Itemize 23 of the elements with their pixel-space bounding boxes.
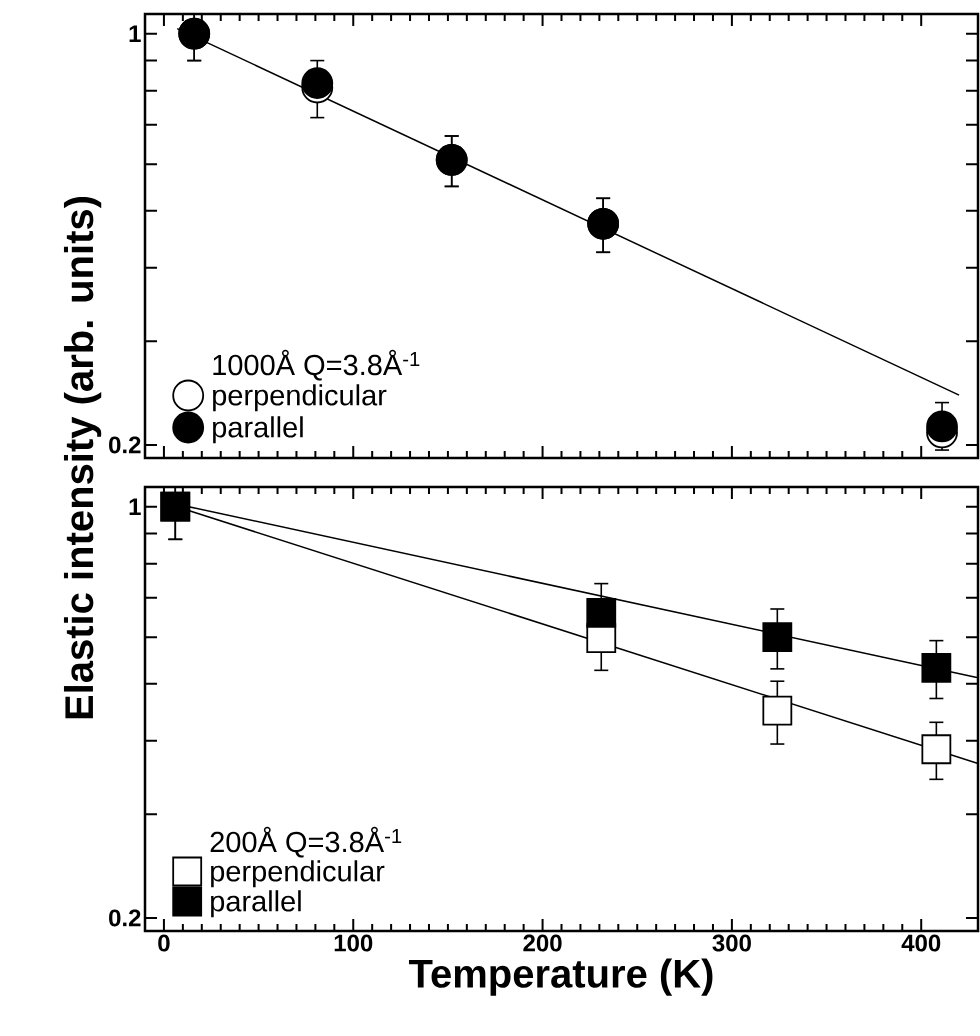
- y-axis-title: Elastic intensity (arb. units): [63, 196, 102, 719]
- legend-label: parallel: [213, 416, 303, 444]
- point: [586, 597, 617, 628]
- point: [921, 734, 952, 765]
- legend-label: parallel: [211, 890, 301, 918]
- legend-title: 1000Å Q=3.8Å$^{-1}$: [213, 349, 420, 381]
- point: [301, 67, 334, 100]
- legend-label: perpendicular: [211, 860, 385, 888]
- y-tick-label: 1: [129, 498, 141, 515]
- point: [921, 653, 952, 683]
- point: [762, 622, 793, 653]
- x-axis-title: Temperature (K): [408, 958, 713, 996]
- y-tick-label: 1: [129, 25, 141, 42]
- y-tick-label: 0.2: [109, 909, 141, 927]
- x-tick-label: 400: [901, 934, 941, 952]
- x-tick-label: 200: [523, 934, 562, 952]
- x-tick-label: 0: [158, 934, 170, 952]
- y-tick-label: 0.2: [109, 436, 141, 454]
- legend-title: 200Å Q=3.8Å$^{-1}$: [210, 826, 402, 858]
- x-tick-label: 100: [334, 934, 373, 952]
- x-tick-label: 300: [712, 934, 751, 952]
- legend-label: perpendicular: [213, 384, 387, 412]
- point: [762, 695, 793, 726]
